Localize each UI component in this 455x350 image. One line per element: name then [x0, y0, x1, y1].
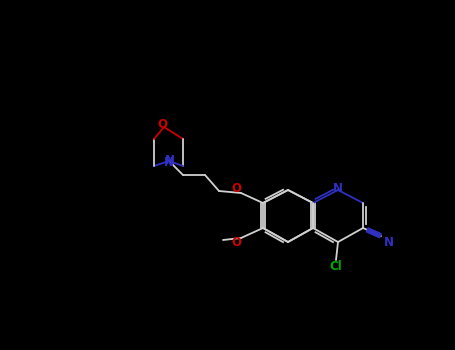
Text: N: N: [165, 154, 175, 167]
Text: O: O: [231, 237, 241, 250]
Text: O: O: [231, 182, 241, 195]
Text: O: O: [157, 119, 167, 132]
Text: N: N: [384, 236, 394, 248]
Text: Cl: Cl: [329, 260, 342, 273]
Text: N: N: [164, 155, 174, 168]
Text: N: N: [333, 182, 343, 196]
